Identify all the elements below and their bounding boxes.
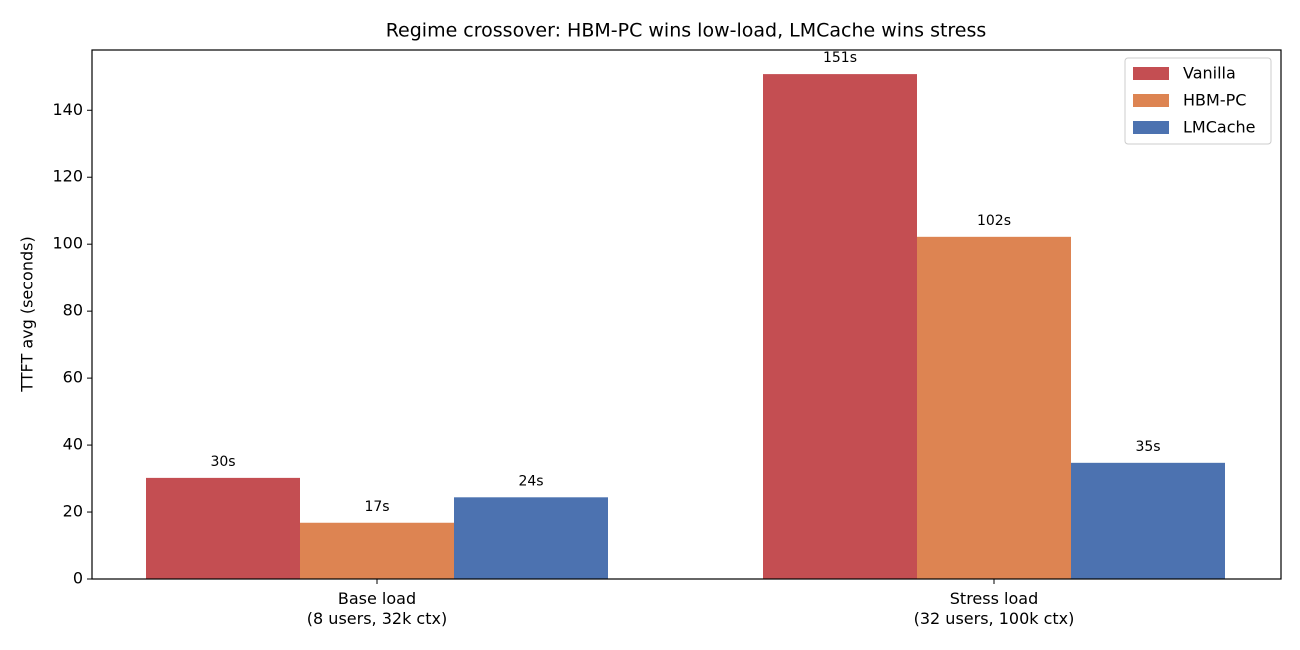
bar [763, 74, 917, 580]
plot-frame [91, 49, 1282, 580]
y-tick-label: 40 [63, 435, 83, 454]
legend: Vanilla HBM-PC LMCache [1124, 57, 1272, 145]
y-tick-label: 60 [63, 368, 83, 387]
y-tick-label: 0 [73, 569, 83, 588]
value-label: 151s [823, 50, 857, 66]
bar [1071, 462, 1225, 579]
legend-swatch [1133, 121, 1169, 134]
value-label: 35s [1135, 439, 1160, 455]
x-tick-label: Stress load (32 users, 100k ctx) [913, 589, 1075, 628]
y-tick-label: 120 [52, 167, 83, 186]
legend-label: HBM-PC [1183, 91, 1246, 110]
value-label: 30s [210, 454, 235, 470]
x-tick-label: Base load (8 users, 32k ctx) [306, 589, 448, 628]
bar [300, 522, 454, 579]
value-label: 17s [364, 499, 389, 515]
value-label: 102s [977, 213, 1011, 229]
y-tick-label: 20 [63, 502, 83, 521]
legend-label: LMCache [1183, 118, 1255, 137]
legend-swatch [1133, 67, 1169, 80]
y-tick-label: 140 [52, 100, 83, 119]
y-tick-label: 80 [63, 301, 83, 320]
y-tick-label: 100 [52, 234, 83, 253]
legend-label: Vanilla [1183, 64, 1236, 83]
bar [146, 477, 300, 579]
bar [454, 497, 608, 579]
chart-title: Regime crossover: HBM-PC wins low-load, … [386, 20, 987, 42]
bar [917, 236, 1071, 580]
legend-swatch [1133, 94, 1169, 107]
y-axis-label: TTFT avg (seconds) [18, 236, 37, 392]
value-label: 24s [518, 473, 543, 489]
